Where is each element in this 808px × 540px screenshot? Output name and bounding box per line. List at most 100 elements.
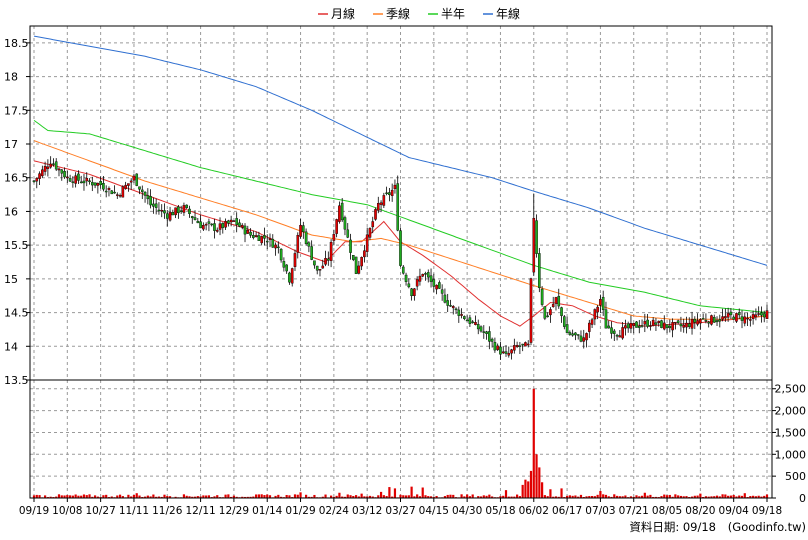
volume-bar-238 [693,495,696,498]
volume-bar-35 [130,496,133,498]
volume-bar-70 [227,494,230,498]
volume-bar-163 [485,495,488,498]
volume-bar-137 [413,496,416,498]
x-tick-label-8: 01/29 [285,505,315,517]
volume-bar-264 [765,494,769,498]
x-tick-label-18: 07/21 [619,505,649,517]
candle-body-189 [557,295,561,307]
price-ytick-label-9: 18 [4,71,18,84]
candle-body-60 [199,221,202,229]
volume-bar-61 [202,495,205,498]
volume-bar-179 [529,470,533,498]
candle-body-139 [418,275,422,282]
candle-body-54 [182,205,186,213]
candle-body-40 [143,191,147,196]
candle-body-112 [343,217,347,230]
candle-body-13 [68,178,72,182]
candle-body-166 [493,342,497,351]
candle-body-89 [279,248,283,261]
candle-body-163 [485,331,488,334]
candle-body-10 [60,169,64,174]
volume-bar-203 [596,494,599,498]
candle-body-240 [699,319,702,324]
candle-body-262 [760,312,763,316]
candle-body-47 [163,210,166,214]
candle-body-49 [168,212,172,221]
candle-body-167 [496,345,499,350]
volume-bar-135 [407,495,410,498]
volume-bar-218 [638,496,641,498]
volume-bar-85 [268,495,272,498]
volume-bar-240 [699,493,702,498]
volume-bar-101 [313,494,316,498]
volume-bar-244 [710,496,713,498]
candle-body-103 [318,269,322,271]
x-tick-label-4: 11/26 [152,505,183,517]
candle-body-260 [754,314,758,318]
volume-bar-186 [549,489,552,498]
volume-bar-57 [191,496,194,498]
x-tick-label-0: 09/19 [19,505,49,517]
volume-bar-36 [132,494,136,498]
candle-body-71 [229,219,233,223]
volume-bar-79 [252,496,255,498]
candle-body-2 [38,173,41,179]
candle-body-146 [438,282,441,289]
candle-body-67 [218,223,222,230]
candle-body-11 [63,171,66,178]
volume-bar-2 [38,495,41,498]
candle-body-193 [568,332,572,335]
candle-body-117 [357,265,361,274]
volume-ytick-label-3: 1,500 [775,426,807,439]
volume-bar-246 [715,495,719,498]
candle-body-190 [560,307,563,316]
x-tick-label-22: 09/18 [752,505,782,517]
x-tick-label-19: 08/05 [652,505,682,517]
volume-bar-209 [613,494,616,498]
candle-body-92 [288,272,291,283]
candle-body-30 [115,194,119,196]
volume-bar-105 [324,494,327,498]
candle-body-243 [707,321,710,324]
volume-bar-31 [118,494,122,498]
date-x-axis: 09/19 10/08 10/27 11/11 11/26 12/11 12/29 01/14… [19,498,782,517]
volume-bar-248 [721,494,724,498]
candle-body-182 [538,253,541,288]
volume-bar-250 [727,495,730,498]
volume-bar-224 [654,496,658,498]
candle-body-114 [349,239,352,253]
candle-body-192 [565,324,569,333]
x-tick-label-21: 09/04 [719,505,750,517]
volume-bar-22 [93,495,97,498]
candle-body-88 [277,246,280,249]
x-tick-label-16: 06/17 [552,505,582,517]
volume-bar-94 [293,494,297,498]
candle-body-113 [346,229,350,238]
volume-bar-228 [665,495,669,498]
candle-body-213 [624,325,627,329]
candle-body-99 [307,242,311,247]
volume-bar-199 [585,496,588,498]
volume-bar-59 [196,496,199,498]
candle-body-81 [257,235,261,241]
candle-body-164 [488,331,491,342]
candle-body-204 [599,299,602,306]
volume-bar-84 [266,494,269,498]
candle-body-196 [576,334,580,336]
candle-body-141 [424,273,427,275]
volume-bar-21 [91,496,94,498]
volume-bar-189 [557,496,560,498]
volume-bar-15 [74,494,77,498]
volume-bar-1 [35,494,38,498]
candle-body-98 [304,231,308,245]
volume-bar-40 [143,496,147,498]
candle-body-239 [696,320,699,325]
volume-bar-151 [452,494,455,498]
x-tick-label-9: 02/24 [319,505,350,517]
volume-bar-162 [482,495,485,498]
legend-label-2: 半年 [441,7,465,21]
candle-body-209 [612,330,616,334]
volume-bar-100 [310,496,313,498]
candle-body-137 [413,288,416,296]
